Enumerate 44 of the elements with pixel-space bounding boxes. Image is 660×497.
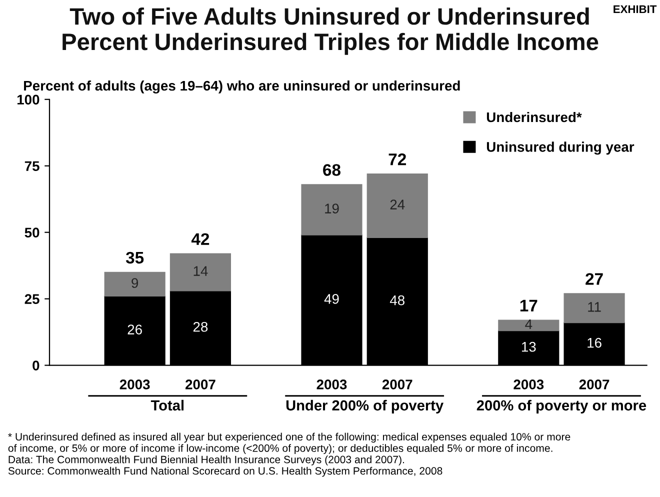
data-label: 9 (132, 278, 138, 288)
data-label: 16 (588, 338, 602, 348)
bar (104, 272, 166, 297)
bar (170, 253, 232, 292)
x-tick-label: 2003 (514, 380, 544, 390)
total-label: 68 (323, 164, 340, 176)
data-label: 13 (522, 342, 536, 352)
total-label: 42 (191, 233, 210, 245)
data-label: 49 (324, 294, 339, 304)
y-axis-title: Percent of adults (ages 19–64) who are uninsured or underinsured (24, 80, 460, 94)
data-label: 26 (128, 324, 142, 334)
data-label: 11 (588, 302, 601, 312)
bar (301, 184, 362, 236)
text: * Underinsured defined as insured all year but experienced one of the following: medical expenses equaled 10% or more of income, or 5% or more of income if low-income (<200% of poverty); or deductibles equaled 5% or more of income. Data: The Commonwealth Fund Biennial Health Insurance Surveys (2003 and 2007). Source: Commonwealth Fund National Scorecard on U.S. Health System Performance, 2008 (8, 432, 570, 477)
x-tick-label: 2007 (186, 380, 216, 390)
chart-title: Two of Five Adults Uninsured or Underinsured Percent Underinsured Triples for Middle Income (62, 7, 598, 55)
text: Under 200% of poverty (286, 400, 444, 414)
text: EXHIBIT (614, 5, 657, 14)
data-label: 19 (325, 204, 339, 214)
y-tick-label: 100 (17, 94, 40, 105)
total-label: 27 (586, 273, 603, 285)
y-tick-label: 25 (24, 294, 40, 304)
y-tick-label: 75 (24, 161, 40, 172)
total-label: 72 (388, 153, 406, 166)
total-label: 17 (520, 300, 538, 312)
data-label: 24 (390, 200, 405, 210)
y-tick-label: 50 (24, 228, 40, 238)
text: 200% of poverty or more (476, 400, 646, 414)
text: Total (150, 400, 184, 411)
x-tick-label: 2007 (579, 380, 610, 390)
bar (564, 293, 625, 324)
data-label: 4 (525, 319, 532, 329)
total-label: 35 (126, 252, 144, 264)
data-label: 48 (390, 295, 404, 306)
legend-label: Uninsured during year (486, 142, 634, 155)
y-tick-label: 0 (32, 360, 40, 370)
bar (366, 174, 428, 238)
x-tick-label: 2007 (382, 380, 412, 390)
legend-label: Underinsured* (486, 112, 582, 122)
data-label: 14 (194, 266, 208, 276)
x-tick-label: 2003 (120, 380, 150, 390)
bar (498, 320, 560, 332)
x-tick-label: 2003 (316, 380, 347, 390)
data-label: 28 (193, 322, 208, 332)
